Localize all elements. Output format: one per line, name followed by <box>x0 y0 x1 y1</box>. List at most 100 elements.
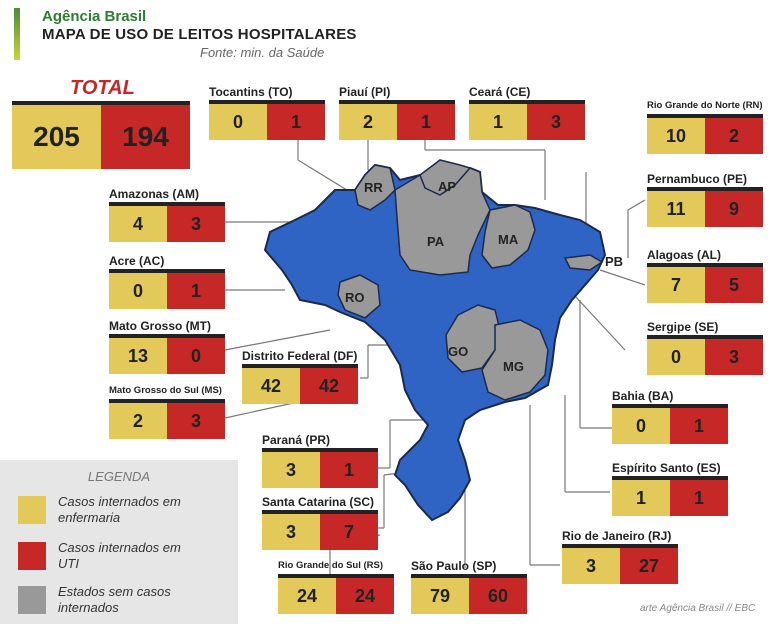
map-label-ap: AP <box>438 179 456 194</box>
state-item-espirito-santo-es: Espírito Santo (ES) 1 1 <box>612 460 728 516</box>
brand-color-bar <box>14 8 20 60</box>
map-label-rr: RR <box>364 180 383 195</box>
state-value-box: 3 27 <box>562 544 678 584</box>
map-label-mg: MG <box>503 359 524 374</box>
state-label: Mato Grosso do Sul (MS) <box>109 385 222 396</box>
state-enfermaria-value: 24 <box>278 578 336 614</box>
state-pb <box>563 254 604 271</box>
legend-text-enfermaria: Casos internados em enfermaria <box>58 494 181 525</box>
state-label: Amazonas (AM) <box>109 187 200 201</box>
legend-swatch-enfermaria <box>18 496 46 524</box>
state-uti-value: 3 <box>167 206 225 242</box>
map-state-labels: RR AP PA MA RO GO MG PB <box>345 179 623 374</box>
credit: arte Agência Brasil // EBC <box>640 603 756 614</box>
state-uti-value: 5 <box>705 267 763 303</box>
state-item-amazonas-am: Amazonas (AM) 4 3 <box>109 186 225 242</box>
map-states-without-cases <box>337 159 604 401</box>
state-label: Acre (AC) <box>109 254 165 268</box>
state-uti-value: 60 <box>469 578 527 614</box>
state-item-distrito-federal-df: Distrito Federal (DF) 42 42 <box>242 348 358 404</box>
state-uti-value: 2 <box>705 118 763 154</box>
state-value-box: 10 2 <box>647 114 763 154</box>
state-uti-value: 1 <box>397 104 455 140</box>
state-enfermaria-value: 0 <box>612 408 670 444</box>
state-value-box: 42 42 <box>242 364 358 404</box>
state-enfermaria-value: 4 <box>109 206 167 242</box>
state-uti-value: 0 <box>167 338 225 374</box>
state-uti-value: 42 <box>300 368 358 404</box>
state-label: Rio de Janeiro (RJ) <box>562 529 672 543</box>
state-enfermaria-value: 3 <box>262 514 320 550</box>
state-ro <box>337 274 381 319</box>
state-item-acre-ac: Acre (AC) 0 1 <box>109 253 225 309</box>
total-box: 205 194 <box>12 101 190 169</box>
state-label: Paraná (PR) <box>262 433 331 447</box>
state-enfermaria-value: 7 <box>647 267 705 303</box>
state-label: Distrito Federal (DF) <box>242 349 358 363</box>
state-item-sergipe-se: Sergipe (SE) 0 3 <box>647 319 763 375</box>
state-uti-value: 3 <box>527 104 585 140</box>
state-label: Piauí (PI) <box>339 85 391 99</box>
legend-item-uti: Casos internados em UTI <box>18 540 198 572</box>
state-enfermaria-value: 0 <box>209 104 267 140</box>
state-item-mato-grosso-do-sul-ms: Mato Grosso do Sul (MS) 2 3 <box>109 383 225 439</box>
state-uti-value: 1 <box>167 273 225 309</box>
state-enfermaria-value: 2 <box>109 403 167 439</box>
state-enfermaria-value: 79 <box>411 578 469 614</box>
state-uti-value: 1 <box>670 408 728 444</box>
state-item-ceara-ce: Ceará (CE) 1 3 <box>469 84 585 140</box>
state-enfermaria-value: 13 <box>109 338 167 374</box>
state-label: Mato Grosso (MT) <box>109 319 211 333</box>
state-item-parana-pr: Paraná (PR) 3 1 <box>262 432 378 488</box>
legend-text-sem-casos: Estados sem casos internados <box>58 584 171 615</box>
total-uti-value: 194 <box>101 105 190 169</box>
state-enfermaria-value: 0 <box>109 273 167 309</box>
state-ma <box>481 204 536 269</box>
state-item-mato-grosso-mt: Mato Grosso (MT) 13 0 <box>109 318 225 374</box>
state-uti-value: 7 <box>320 514 378 550</box>
state-enfermaria-value: 2 <box>339 104 397 140</box>
state-enfermaria-value: 0 <box>647 339 705 375</box>
map-label-pb: PB <box>605 254 623 269</box>
state-enfermaria-value: 3 <box>262 452 320 488</box>
state-label: Alagoas (AL) <box>647 248 722 262</box>
state-uti-value: 27 <box>620 548 678 584</box>
state-ap <box>419 159 472 196</box>
state-enfermaria-value: 11 <box>647 191 705 227</box>
state-item-tocantins-to: Tocantins (TO) 0 1 <box>209 84 325 140</box>
legend: LEGENDA Casos internados em enfermaria C… <box>0 460 238 624</box>
state-item-alagoas-al: Alagoas (AL) 7 5 <box>647 247 763 303</box>
state-enfermaria-value: 1 <box>612 480 670 516</box>
state-item-santa-catarina-sc: Santa Catarina (SC) 3 7 <box>262 494 378 550</box>
state-label: Tocantins (TO) <box>209 85 293 99</box>
state-item-rio-grande-do-norte-rn: Rio Grande do Norte (RN) 10 2 <box>647 98 763 154</box>
legend-item-sem-casos: Estados sem casos internados <box>18 584 198 616</box>
state-label: Pernambuco (PE) <box>647 172 748 186</box>
state-item-bahia-ba: Bahia (BA) 0 1 <box>612 388 728 444</box>
legend-text-uti: Casos internados em UTI <box>58 540 181 571</box>
state-label: Rio Grande do Sul (RS) <box>278 560 384 571</box>
agency-name: Agência Brasil <box>42 8 147 25</box>
state-uti-value: 3 <box>167 403 225 439</box>
state-value-box: 24 24 <box>278 574 394 614</box>
legend-swatch-uti <box>18 542 46 570</box>
chart-title: MAPA DE USO DE LEITOS HOSPITALARES <box>42 26 357 43</box>
state-label: São Paulo (SP) <box>411 559 497 573</box>
state-uti-value: 1 <box>670 480 728 516</box>
state-label: Sergipe (SE) <box>647 320 719 334</box>
state-label: Rio Grande do Norte (RN) <box>647 100 763 111</box>
state-value-box: 79 60 <box>411 574 527 614</box>
map-label-ma: MA <box>498 232 519 247</box>
legend-item-enfermaria: Casos internados em enfermaria <box>18 494 198 526</box>
legend-swatch-sem-casos <box>18 586 46 614</box>
state-item-sao-paulo-sp: São Paulo (SP) 79 60 <box>411 558 527 614</box>
